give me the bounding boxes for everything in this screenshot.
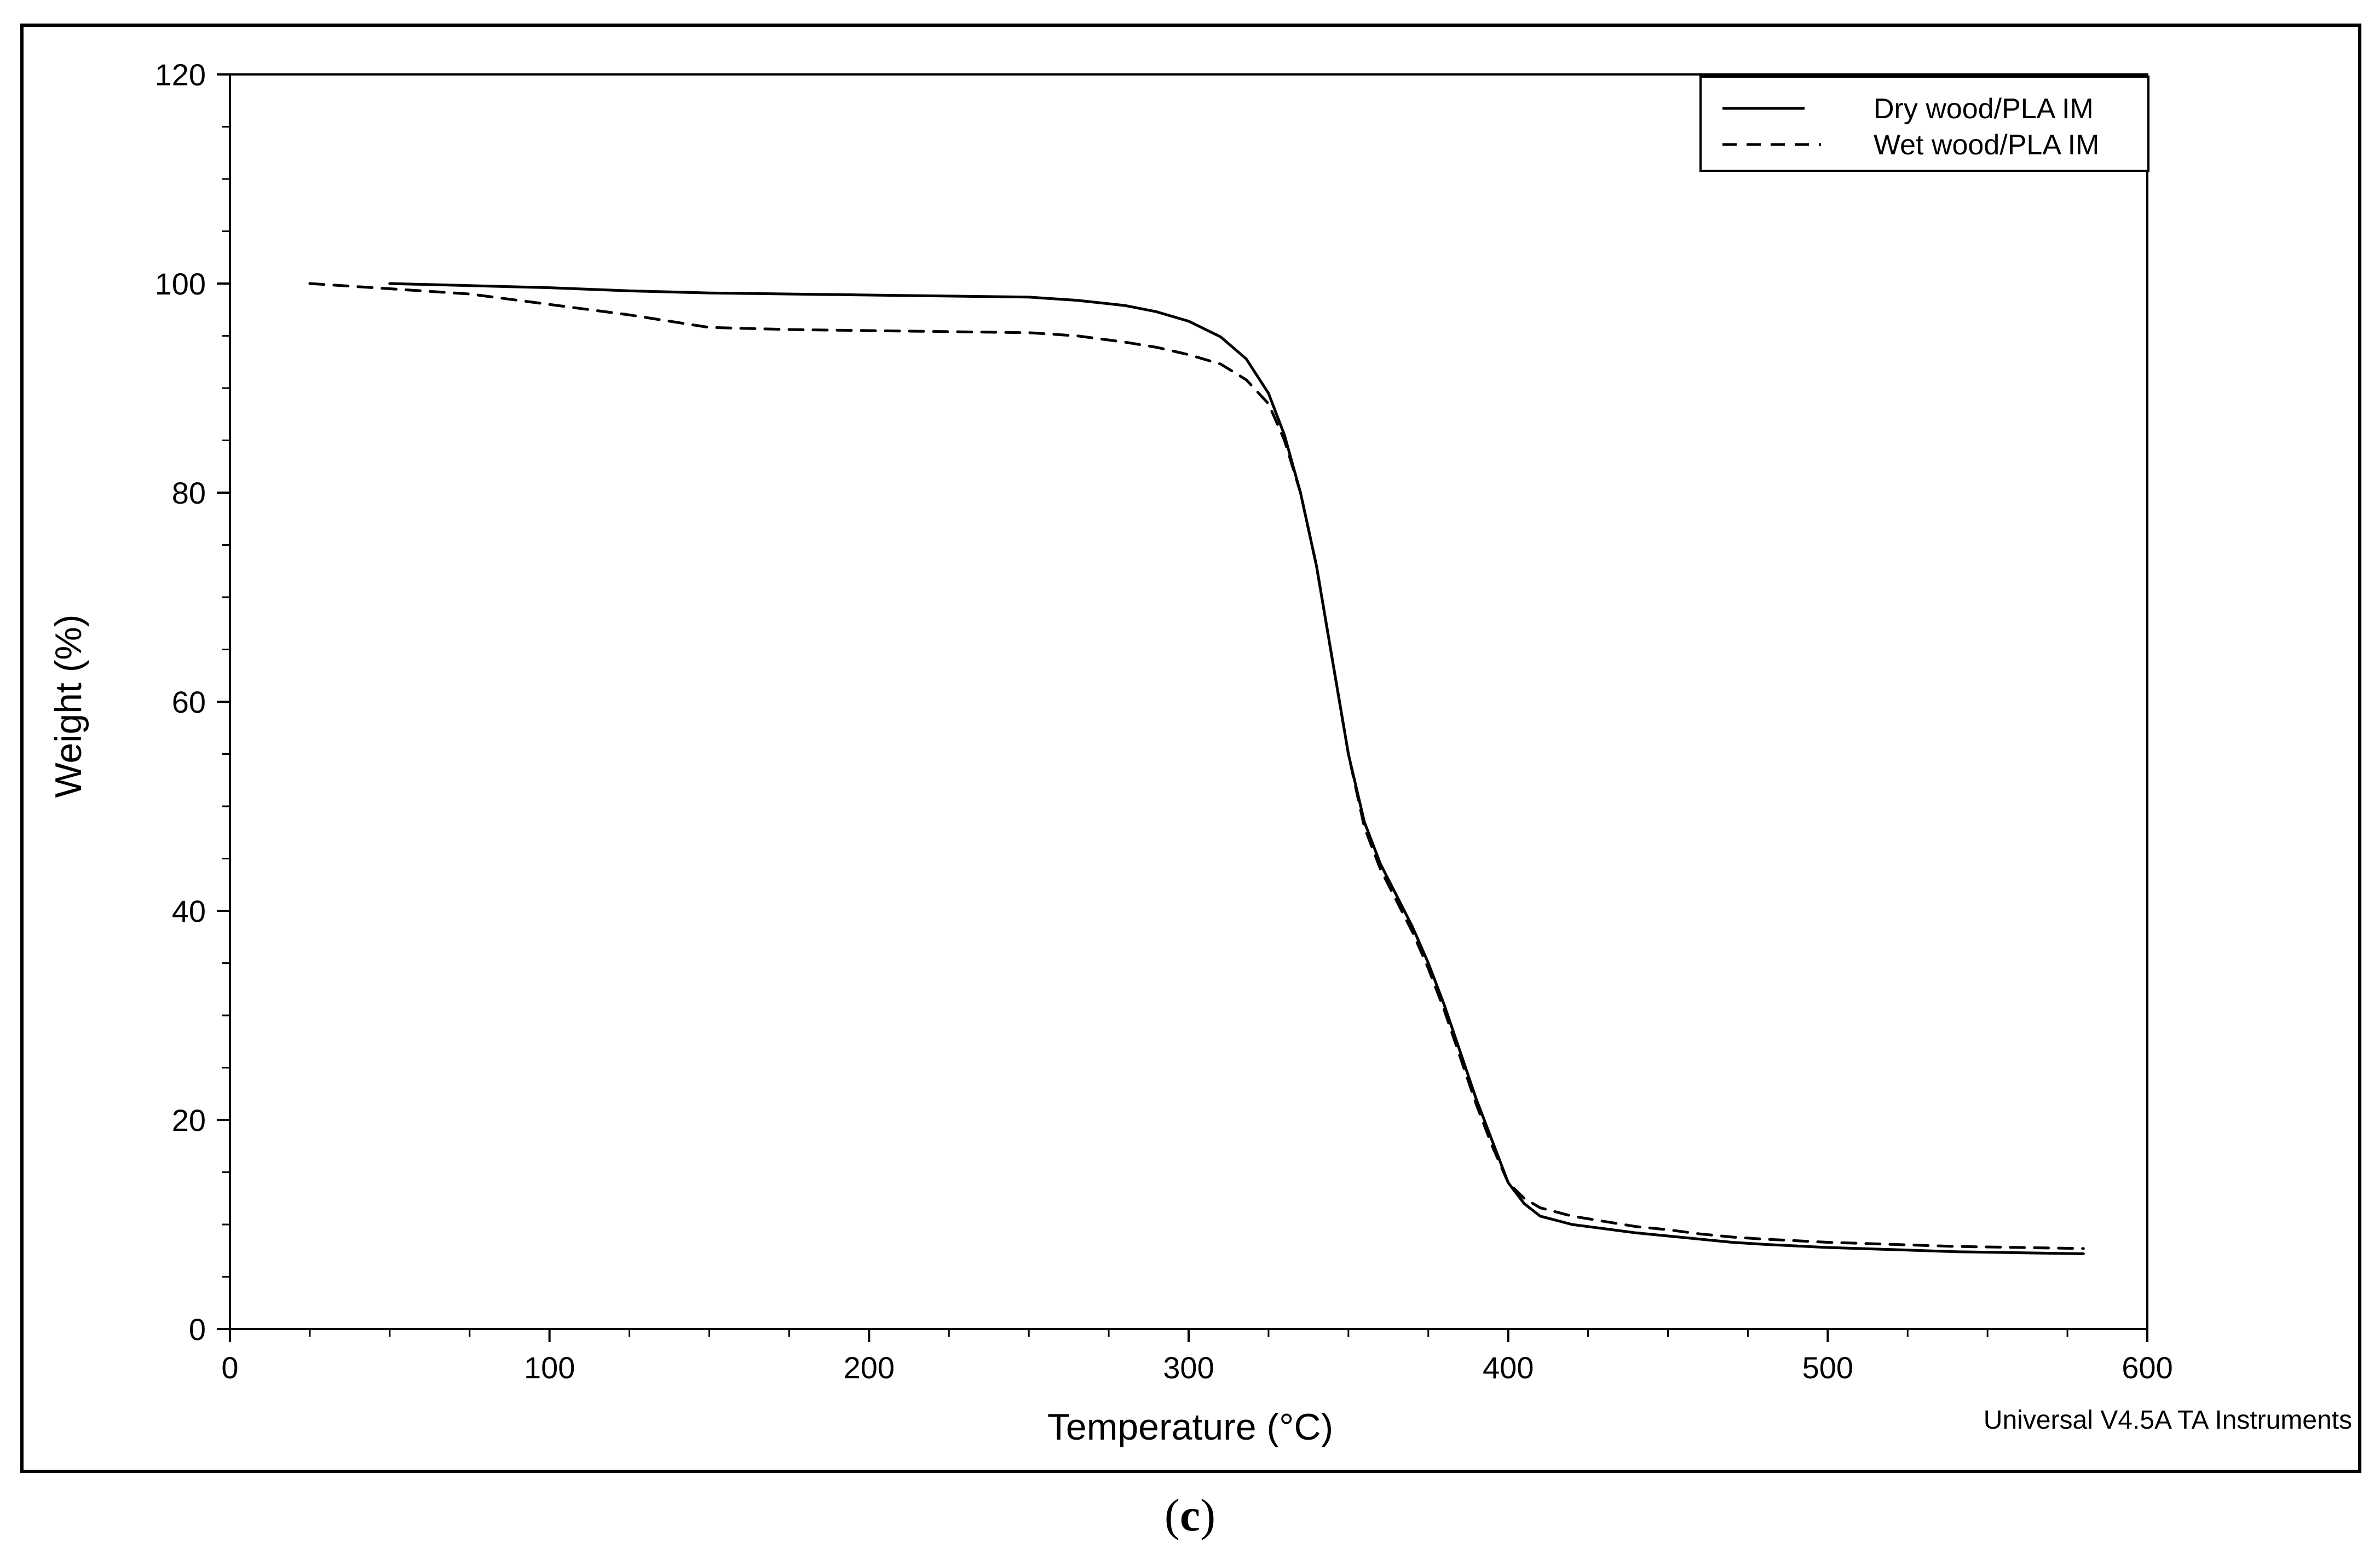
y-axis-label: Weight (%) [48,614,89,798]
x-tick-label: 600 [2122,1350,2172,1385]
legend-label-dry: Dry wood/PLA IM [1874,93,2094,125]
plot-frame [229,73,2148,1330]
x-tick-label: 300 [1163,1350,1214,1385]
series-line-wet [308,282,2085,1250]
caption-close-paren: ) [1200,1490,1216,1541]
caption-letter: c [1179,1490,1201,1541]
y-tick-label: 100 [155,267,206,301]
x-axis-label: Temperature (°C) [1047,1406,1333,1448]
legend-label-wet: Wet wood/PLA IM [1874,129,2099,161]
caption-open-paren: ( [1164,1490,1180,1541]
x-tick-label: 400 [1483,1350,1534,1385]
figure-caption: (c) [0,1489,2380,1542]
series-line-dry [388,282,2085,1255]
instrument-annotation: Universal V4.5A TA Instruments [1984,1406,2352,1435]
x-tick-label: 500 [1802,1350,1853,1385]
legend-box [1699,76,2150,172]
plot-series [308,282,2085,1255]
axes: 0 100 200 300 400 500 600 0 20 40 60 80 100 120 [155,57,2173,1385]
x-tick-label: 0 [221,1350,238,1385]
x-tick-label: 100 [524,1350,575,1385]
legend: Dry wood/PLA IM Wet wood/PLA IM [1699,76,2150,172]
figure-border [20,24,2361,1473]
y-tick-label: 60 [172,685,206,719]
y-tick-label: 40 [172,894,206,928]
y-tick-label: 80 [172,476,206,510]
x-tick-label: 200 [844,1350,895,1385]
y-tick-label: 20 [172,1103,206,1137]
y-tick-label: 120 [155,57,206,92]
y-tick-label: 0 [189,1312,206,1347]
